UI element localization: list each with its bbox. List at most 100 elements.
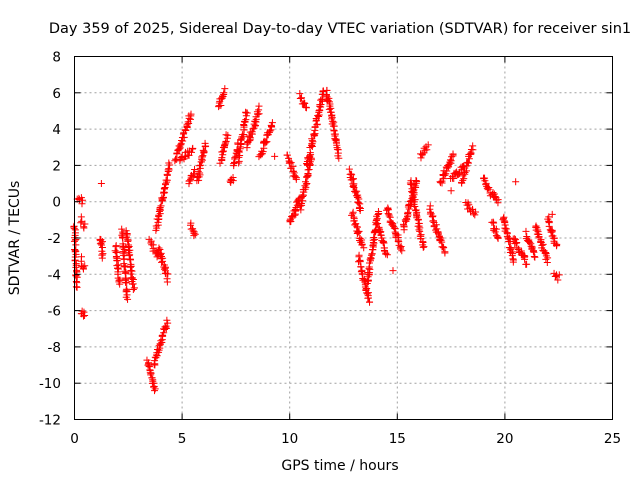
data-point xyxy=(485,184,493,192)
data-point xyxy=(237,136,245,144)
data-points xyxy=(70,85,563,395)
data-point xyxy=(492,225,500,233)
data-point xyxy=(472,208,480,216)
data-point xyxy=(296,90,304,98)
data-point xyxy=(290,169,298,177)
data-point xyxy=(491,193,499,201)
y-tick-label: -12 xyxy=(39,413,61,429)
data-point xyxy=(229,177,237,185)
x-tick-label: 5 xyxy=(178,431,187,447)
y-tick-label: -10 xyxy=(39,376,61,392)
data-point xyxy=(314,112,322,120)
data-point xyxy=(313,120,321,128)
data-point xyxy=(508,252,516,260)
data-point xyxy=(196,161,204,169)
data-point xyxy=(242,108,250,116)
data-point xyxy=(505,234,513,242)
data-point xyxy=(335,154,343,162)
data-point xyxy=(430,217,438,225)
data-point xyxy=(412,207,420,215)
y-tick-label: 6 xyxy=(52,86,61,102)
data-point xyxy=(150,383,158,391)
data-point xyxy=(97,180,105,188)
data-point xyxy=(416,227,424,235)
data-point xyxy=(371,235,379,243)
data-point xyxy=(489,188,497,196)
x-tick-labels: 0 5 10 15 20 25 xyxy=(70,431,621,447)
data-point xyxy=(397,243,405,251)
data-point xyxy=(375,209,383,217)
x-tick-label: 25 xyxy=(604,431,621,447)
data-point xyxy=(195,176,203,184)
x-tick-label: 20 xyxy=(496,431,513,447)
data-point xyxy=(352,220,360,228)
data-point xyxy=(78,307,86,315)
data-point xyxy=(412,184,420,192)
data-point xyxy=(114,261,122,269)
data-point xyxy=(188,145,196,153)
data-point xyxy=(77,219,85,227)
data-point xyxy=(548,210,556,218)
data-point xyxy=(81,220,89,228)
data-point xyxy=(98,244,106,252)
data-point xyxy=(292,174,300,182)
data-point xyxy=(350,183,358,191)
data-point xyxy=(555,271,563,279)
data-point xyxy=(183,123,191,131)
data-point xyxy=(426,205,434,213)
data-point xyxy=(305,166,313,174)
data-point xyxy=(460,175,468,183)
data-point xyxy=(199,146,207,154)
data-point xyxy=(543,259,551,267)
data-point xyxy=(127,270,135,278)
data-point xyxy=(191,165,199,173)
data-point xyxy=(539,240,547,248)
data-point xyxy=(268,122,276,130)
data-point xyxy=(291,211,299,219)
x-tick-label: 10 xyxy=(281,431,298,447)
data-point xyxy=(483,184,491,192)
data-point xyxy=(144,361,152,369)
data-point xyxy=(157,337,165,345)
data-point xyxy=(411,203,419,211)
data-point xyxy=(469,142,477,150)
data-point xyxy=(219,148,227,156)
data-point xyxy=(81,312,89,320)
data-point xyxy=(156,204,164,212)
data-point xyxy=(161,326,169,334)
y-tick-label: 2 xyxy=(52,158,61,174)
data-point xyxy=(123,287,131,295)
data-point xyxy=(414,216,422,224)
data-point xyxy=(374,220,382,228)
data-point xyxy=(401,217,409,225)
data-point xyxy=(124,236,132,244)
data-point xyxy=(378,234,386,242)
data-point xyxy=(447,187,455,195)
y-tick-labels: -12 -10 -8 -6 -4 -2 0 2 4 6 8 xyxy=(39,50,61,429)
data-point xyxy=(298,94,306,102)
data-point xyxy=(553,242,561,250)
data-point xyxy=(159,257,167,265)
data-point xyxy=(156,340,164,348)
data-point xyxy=(196,169,204,177)
data-point xyxy=(301,100,309,108)
data-point xyxy=(461,168,469,176)
data-point xyxy=(180,133,188,141)
data-point xyxy=(551,272,559,280)
data-point xyxy=(509,258,517,266)
y-tick-label: -4 xyxy=(48,267,61,283)
x-tick-label: 0 xyxy=(70,431,79,447)
data-point xyxy=(176,144,184,152)
data-point xyxy=(464,159,472,167)
data-point xyxy=(306,152,314,160)
y-tick-label: 8 xyxy=(52,50,61,66)
data-point xyxy=(187,219,195,227)
data-point xyxy=(502,225,510,233)
y-axis-label: SDTVAR / TECUs xyxy=(7,181,23,296)
data-point xyxy=(191,230,199,238)
data-point xyxy=(252,115,260,123)
data-point xyxy=(201,139,209,147)
data-point xyxy=(122,278,130,286)
data-point xyxy=(356,257,364,265)
data-point xyxy=(324,96,332,104)
